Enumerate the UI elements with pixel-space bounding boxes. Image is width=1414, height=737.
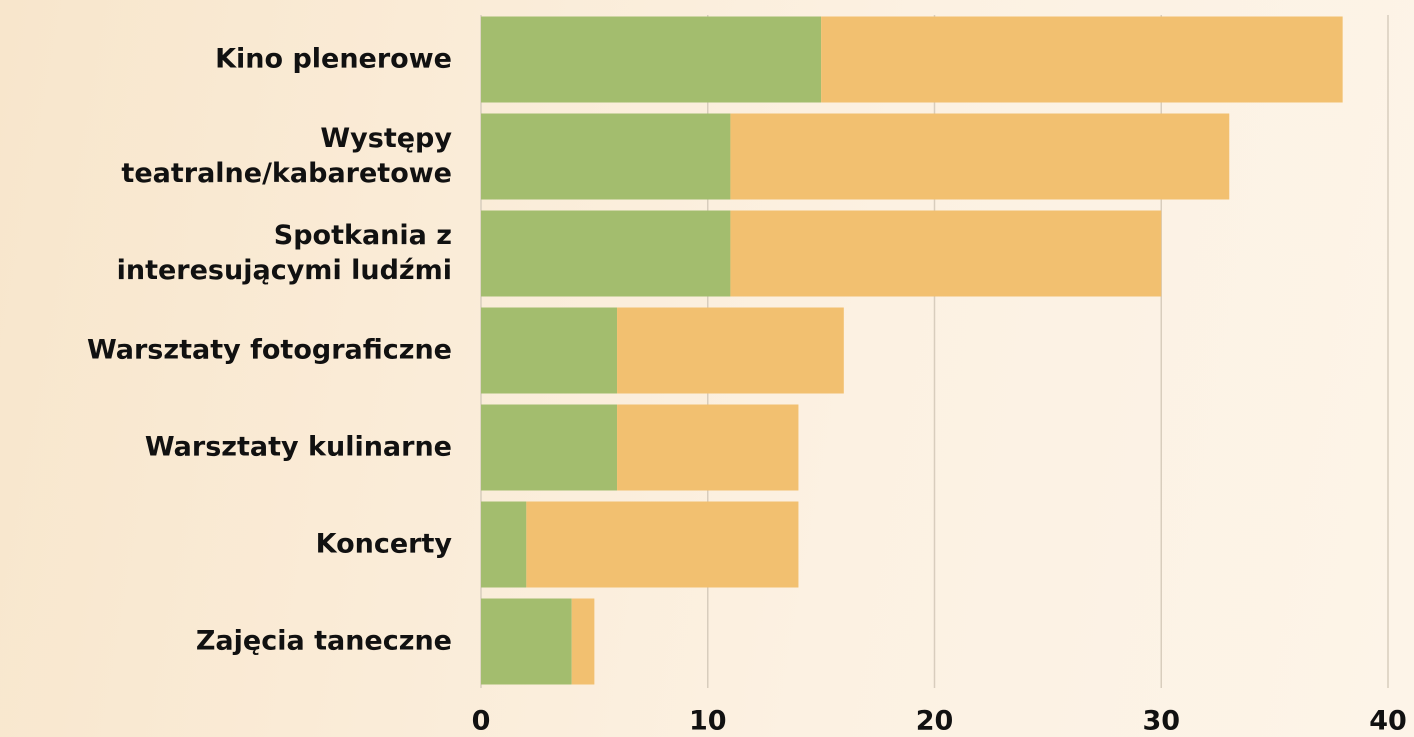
label-line: Spotkania z <box>274 220 452 251</box>
y-tick-label: Warsztaty kulinarne <box>145 431 452 462</box>
label-line: Zajęcia taneczne <box>196 625 452 656</box>
bar-segment <box>730 113 1230 200</box>
x-tick-label: 40 <box>1369 706 1407 737</box>
label-line: Kino plenerowe <box>215 43 452 74</box>
x-tick-label: 10 <box>689 706 727 737</box>
label-line: teatralne/kabaretowe <box>121 158 452 189</box>
bar-segment <box>617 307 844 394</box>
bar-segment <box>481 16 822 103</box>
bar-segment <box>481 501 527 588</box>
x-tick-label: 0 <box>472 706 491 737</box>
x-tick-label: 20 <box>916 706 954 737</box>
bar-segment <box>821 16 1343 103</box>
bar-segment <box>526 501 799 588</box>
bar-segment <box>481 404 618 491</box>
y-tick-label: Koncerty <box>316 528 453 559</box>
bar-segment <box>481 598 572 685</box>
label-line: Występy <box>320 123 452 154</box>
bar-segment <box>481 307 618 394</box>
label-line: Koncerty <box>316 528 453 559</box>
bar-segment <box>481 113 731 200</box>
bar-segment <box>571 598 595 685</box>
y-tick-label: Występy teatralne/kabaretowe <box>121 123 452 189</box>
y-tick-label: Spotkania z interesującymi ludźmi <box>117 220 452 286</box>
bar-segment <box>481 210 731 297</box>
label-line: Warsztaty fotograficzne <box>87 334 452 365</box>
x-tick-label: 30 <box>1142 706 1180 737</box>
label-line: Warsztaty kulinarne <box>145 431 452 462</box>
label-line: interesującymi ludźmi <box>117 255 452 286</box>
y-tick-label: Warsztaty fotograficzne <box>87 334 452 365</box>
bar-segment <box>617 404 799 491</box>
bar-segment <box>730 210 1162 297</box>
y-tick-label: Kino plenerowe <box>215 43 452 74</box>
y-tick-label: Zajęcia taneczne <box>196 625 452 656</box>
